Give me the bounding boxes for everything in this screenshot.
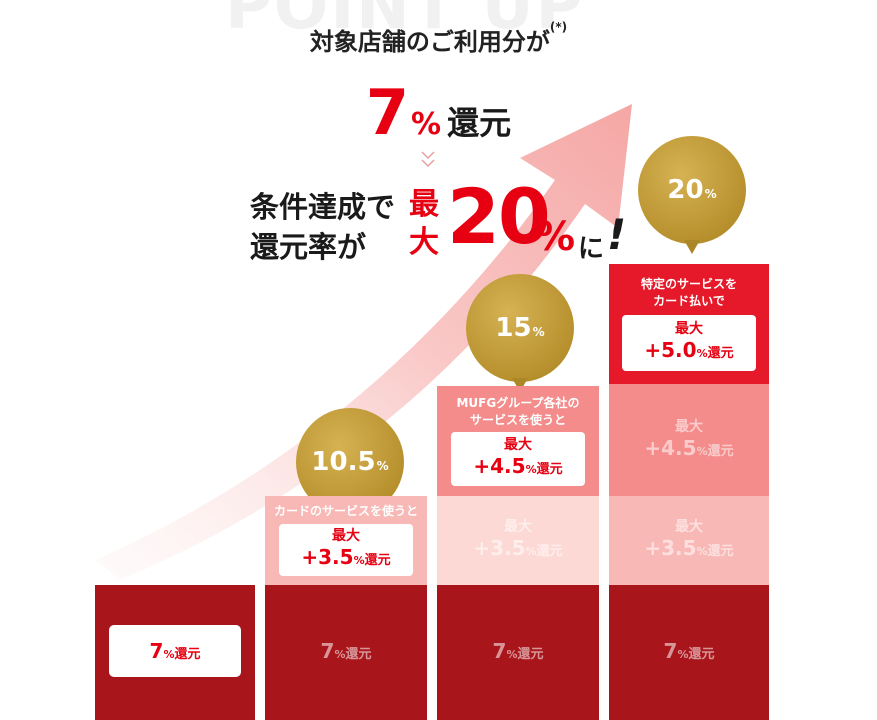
column-2-bubble-value: 10.5% [296,408,404,520]
condition-percent: % [535,214,576,260]
column-4-ghost-2-content: 最大 +4.5%還元 [609,418,769,464]
column-2-highlight-percent: % [353,554,365,567]
condition-exclaim: ! [607,210,627,259]
condition-line-2: 還元率が [250,230,367,264]
column-3-highlight: MUFGグループ各社の サービスを使うと 最大 +4.5%還元 [437,386,599,496]
column-4-highlight-card: 最大 +5.0%還元 [622,315,756,371]
column-4-highlight-value: +5.0%還元 [622,338,756,366]
column-3-base-number: 7 [492,639,507,663]
column-1-base-number: 7 [149,639,164,663]
base-rate-percent: % [411,107,442,142]
column-3-highlight-number: +4.5 [473,454,526,478]
column-3-bubble: 15% [466,274,574,392]
condition-max-top: 最 [409,187,439,222]
column-4-highlight-word: 還元 [707,346,734,361]
column-4-bubble: 20% [638,136,746,254]
column-3-bubble-number: 15 [495,313,532,343]
background-word: POINT UP [225,0,585,44]
column-1-base-word: 還元 [174,647,201,662]
heading-note: (*) [549,20,568,34]
column-1-base: 7%還元 [95,585,255,720]
column-4-base-value: 7%還元 [609,625,769,681]
heading-text: 対象店舗のご利用分が [309,28,550,56]
column-4-highlight-label-1: 特定のサービスを [640,277,737,291]
column-3-ghost-1: 最大 +3.5%還元 [437,496,599,585]
column-3-base-word: 還元 [517,647,544,662]
chevron-down-icon [421,151,435,168]
condition-max-bottom: 大 [409,225,439,260]
base-rate-word: 還元 [447,104,512,142]
column-4-bubble-number: 20 [667,175,704,205]
column-3-base-value: 7%還元 [437,625,599,681]
column-3-highlight-value: +4.5%還元 [451,454,585,482]
column-3-ghost-1-max: 最大 [504,519,532,535]
column-2-highlight-word: 還元 [364,553,391,568]
column-3-bubble-percent: % [532,325,545,339]
column-4-highlight-max: 最大 [675,321,703,337]
column-4-highlight-number: +5.0 [644,338,697,362]
column-2-base-word: 還元 [345,647,372,662]
column-4-highlight-label-2: カード払いで [653,294,725,308]
column-4-ghost-2: 最大 +4.5%還元 [609,384,769,496]
column-4-ghost-2-number: +4.5 [644,436,697,460]
condition-line-1: 条件達成で [250,190,396,224]
condition-suffix: に [578,234,605,264]
column-4-bubble-percent: % [704,187,717,201]
column-3-highlight-card: 最大 +4.5%還元 [451,432,585,486]
column-3-base-percent: % [506,648,518,661]
column-3-ghost-1-content: 最大 +3.5%還元 [437,518,599,564]
column-3-ghost-1-number: +3.5 [473,536,526,560]
column-2-highlight: カードのサービスを使うと 最大 +3.5%還元 [265,496,427,585]
heading: 対象店舗のご利用分が(*) [0,20,877,57]
column-2-highlight-value: +3.5%還元 [279,545,413,573]
column-4-ghost-2-percent: % [696,445,708,458]
column-3-highlight-word: 還元 [536,462,563,477]
column-1-base-percent: % [163,648,175,661]
column-2-base-percent: % [334,648,346,661]
column-3-highlight-max: 最大 [504,437,532,453]
column-2-base-number: 7 [320,639,335,663]
base-rate-number: 7 [365,76,410,149]
column-3-bubble-value: 15% [466,274,574,386]
condition-big-number: 20 [447,172,551,261]
column-4-base-number: 7 [663,639,678,663]
column-4-ghost-1-number: +3.5 [644,536,697,560]
column-4-ghost-2-max: 最大 [675,419,703,435]
column-3-highlight-label-2: サービスを使うと [469,413,566,427]
column-2-highlight-label: カードのサービスを使うと [273,504,418,518]
column-1-base-card: 7%還元 [109,625,241,677]
column-3-base: 7%還元 [437,585,599,720]
column-2-highlight-card: 最大 +3.5%還元 [279,524,413,576]
condition-max: 最 大 [404,186,444,262]
column-4-highlight-percent: % [696,347,708,360]
column-4-base-word: 還元 [688,647,715,662]
column-4-ghost-2-value: +4.5%還元 [609,436,769,464]
base-rate: 7% 還元 [0,76,877,149]
column-2-base: 7%還元 [265,585,427,720]
column-2-bubble-number: 10.5 [311,447,376,477]
column-4-ghost-1-value: +3.5%還元 [609,536,769,564]
column-4-base-percent: % [677,648,689,661]
column-2-bubble-percent: % [376,459,389,473]
column-4-highlight: 特定のサービスを カード払いで 最大 +5.0%還元 [609,264,769,384]
column-4-ghost-1-word: 還元 [707,544,734,559]
column-2-highlight-max: 最大 [332,528,360,544]
column-3-ghost-1-word: 還元 [536,544,563,559]
column-4-ghost-1-content: 最大 +3.5%還元 [609,518,769,564]
column-3-ghost-1-percent: % [525,545,537,558]
column-3-highlight-percent: % [525,463,537,476]
column-2-base-value: 7%還元 [265,625,427,681]
column-4-ghost-1-max: 最大 [675,519,703,535]
column-4-ghost-1: 最大 +3.5%還元 [609,496,769,585]
column-3-highlight-label-1: MUFGグループ各社の [456,396,580,410]
column-4-ghost-1-percent: % [696,545,708,558]
column-4-ghost-2-word: 還元 [707,444,734,459]
column-4-bubble-value: 20% [638,136,746,248]
column-3-ghost-1-value: +3.5%還元 [437,536,599,564]
column-4-base: 7%還元 [609,585,769,720]
column-2-highlight-number: +3.5 [301,545,354,569]
